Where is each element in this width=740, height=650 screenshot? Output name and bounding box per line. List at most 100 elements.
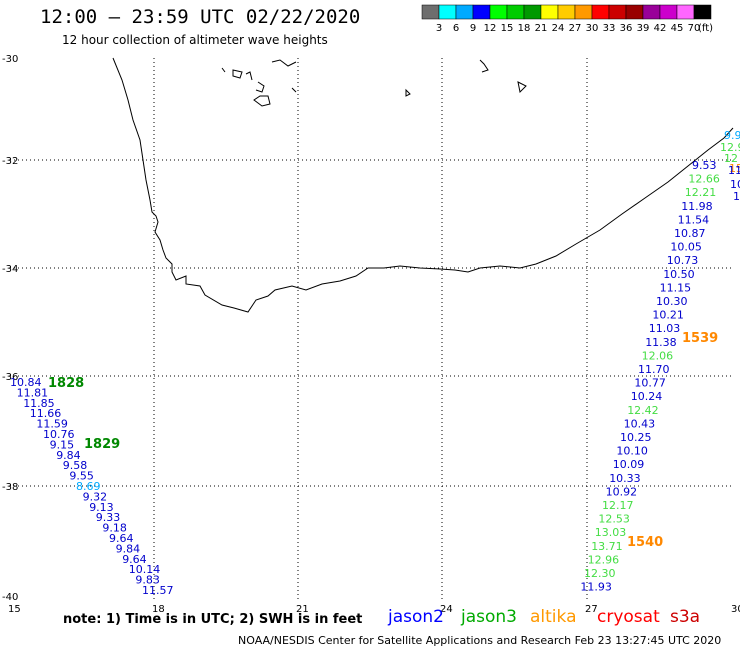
colorbar-label: 15 — [501, 23, 514, 34]
colorbar-swatch — [693, 4, 712, 20]
wave-height-label: 9.32 — [83, 490, 108, 503]
wave-height-label: 10.30 — [656, 295, 688, 308]
wave-height-label: 11.15 — [660, 281, 692, 294]
wave-height-label: 9.84 — [56, 449, 80, 462]
colorbar-label: 45 — [671, 23, 684, 34]
colorbar-swatch — [472, 4, 491, 20]
longitude-label: 21 — [296, 604, 309, 615]
wave-height-label: 10.84 — [10, 376, 42, 389]
wave-height-label: 11.66 — [30, 407, 62, 420]
colorbar-label: 36 — [620, 23, 633, 34]
wave-height-label-clipped: 1 — [733, 190, 740, 203]
wave-height-label: 10.24 — [631, 390, 663, 403]
colorbar-label: 12 — [484, 23, 497, 34]
latitude-label: -32 — [2, 156, 18, 167]
wave-height-label-clipped: 12.9 — [720, 141, 740, 154]
colorbar-swatch — [676, 4, 695, 20]
colorbar: 3 6 9 12 15 18 21 24 27 30 33 36 39 42 45 70(ft) — [421, 4, 713, 34]
colorbar-label: 70 — [688, 23, 701, 34]
colorbar-unit: (ft) — [698, 23, 713, 34]
track-west: 10.8411.8111.8511.6611.5910.769.159.849.… — [10, 376, 174, 597]
wave-height-label: 10.05 — [670, 241, 702, 254]
wave-height-label: 10.76 — [43, 428, 75, 441]
wave-height-label: 11.03 — [649, 322, 681, 335]
latitude-label: -36 — [2, 372, 18, 383]
colorbar-swatch — [489, 4, 508, 20]
page-subtitle: 12 hour collection of altimeter wave hei… — [62, 33, 328, 47]
colorbar-swatch — [506, 4, 525, 20]
colorbar-label: 27 — [569, 23, 582, 34]
colorbar-swatch — [557, 4, 576, 20]
wave-height-label: 12.66 — [688, 173, 720, 186]
latitude-label: -30 — [2, 54, 18, 65]
colorbar-swatch — [421, 4, 440, 20]
wave-height-label: 11.54 — [678, 213, 710, 226]
legend-cryosat: cryosat — [597, 607, 660, 627]
wave-height-label: 9.64 — [122, 553, 147, 566]
pass-time-label: 1539 — [682, 331, 718, 346]
wave-height-label: 10.77 — [634, 377, 666, 390]
axis-labels: -30-32-34-36-38-40151821242730 — [2, 54, 740, 615]
wave-height-label: 11.59 — [36, 418, 68, 431]
colorbar-swatch — [625, 4, 644, 20]
wave-height-label: 9.84 — [116, 542, 141, 555]
colorbar-swatch — [591, 4, 610, 20]
colorbar-label: 24 — [552, 23, 565, 34]
latitude-label: -40 — [2, 592, 18, 603]
wave-height-label-clipped: 15 — [729, 162, 740, 175]
wave-height-label: 9.83 — [135, 574, 160, 587]
wave-height-label: 9.13 — [89, 501, 114, 514]
legend-altika: altika — [530, 607, 577, 627]
graticule — [10, 58, 733, 600]
credit-line: NOAA/NESDIS Center for Satellite Applica… — [238, 634, 722, 647]
wave-height-label: 13.71 — [591, 540, 623, 553]
wave-height-label: 12.96 — [588, 553, 620, 566]
wave-height-label: 9.18 — [102, 522, 127, 535]
wave-height-label-clipped: 12 — [724, 152, 738, 165]
colorbar-swatch — [574, 4, 593, 20]
colorbar-label: 33 — [603, 23, 616, 34]
legend-jason3: jason3 — [461, 607, 517, 627]
longitude-label: 18 — [152, 604, 165, 615]
longitude-label: 24 — [440, 604, 453, 615]
wave-height-label: 11.93 — [580, 581, 612, 594]
track-east: 9.5312.6612.2111.9811.5410.8710.0510.731… — [580, 129, 740, 594]
wave-height-label: 11.98 — [681, 200, 713, 213]
wave-height-label-clipped: 11 — [728, 164, 740, 177]
wave-height-label: 12.17 — [602, 499, 634, 512]
wave-height-label: 9.15 — [50, 438, 75, 451]
colorbar-label: 30 — [586, 23, 599, 34]
pass-time-label: 1828 — [48, 376, 84, 391]
wave-height-label: 12.53 — [598, 513, 630, 526]
wave-height-label: 8.69 — [76, 480, 101, 493]
longitude-label: 30 — [731, 604, 740, 615]
latitude-label: -34 — [2, 264, 18, 275]
colorbar-label: 6 — [453, 23, 459, 34]
wave-height-label: 9.53 — [692, 159, 717, 172]
wave-height-label: 10.21 — [652, 309, 684, 322]
wave-height-label: 9.58 — [63, 459, 88, 472]
colorbar-swatch — [523, 4, 542, 20]
legend-s3a: s3a — [670, 607, 701, 627]
colorbar-label: 18 — [518, 23, 531, 34]
wave-height-label: 11.81 — [17, 386, 48, 399]
coast-fragment-2 — [271, 59, 527, 97]
longitude-label: 15 — [8, 604, 21, 615]
pass-time-label: 1540 — [627, 535, 663, 550]
footnote: note: 1) Time is in UTC; 2) SWH is in fe… — [63, 612, 363, 627]
colorbar-swatch — [540, 4, 559, 20]
pass-time-label: 1829 — [84, 437, 120, 452]
wave-height-label: 10.73 — [667, 254, 699, 267]
wave-height-label: 10.25 — [620, 431, 652, 444]
wave-height-label: 10.87 — [674, 227, 706, 240]
wave-height-label-clipped: 10 — [730, 178, 740, 191]
colorbar-label: 3 — [436, 23, 442, 34]
colorbar-label: 9 — [470, 23, 476, 34]
colorbar-label: 42 — [654, 23, 667, 34]
wave-height-label: 10.50 — [663, 268, 695, 281]
page-title: 12:00 – 23:59 UTC 02/22/2020 — [40, 6, 361, 28]
wave-height-label: 10.33 — [609, 472, 641, 485]
colorbar-swatch — [455, 4, 474, 20]
wave-height-label: 9.55 — [69, 470, 94, 483]
